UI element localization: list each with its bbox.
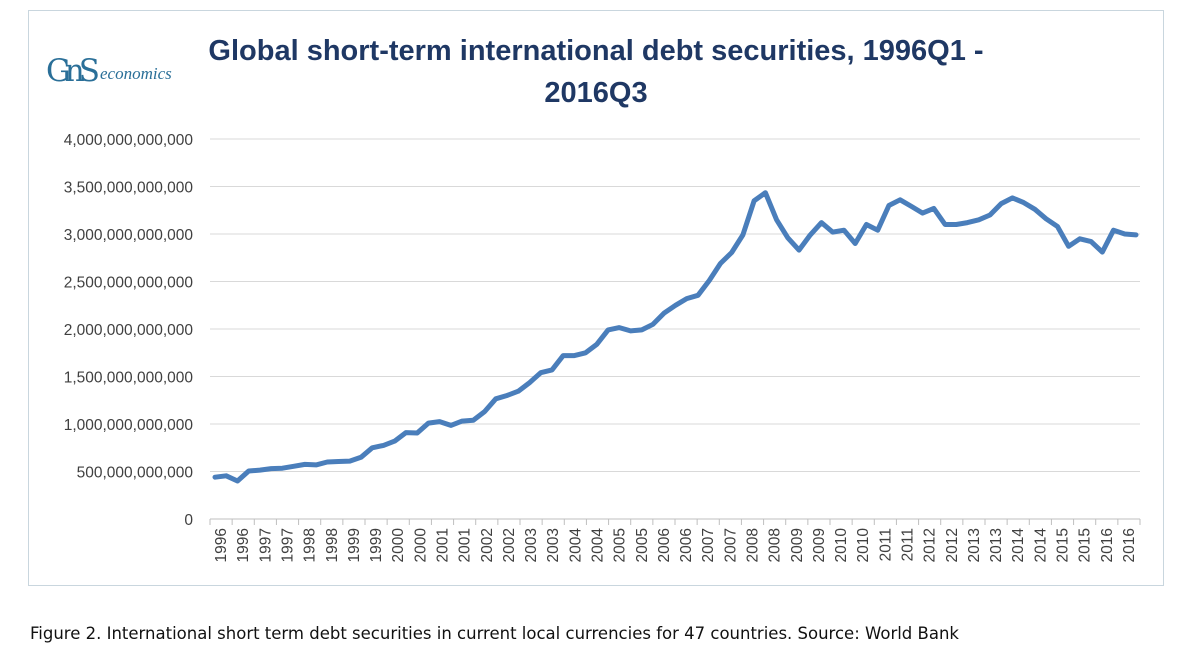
x-tick-label: 2010	[855, 528, 872, 563]
x-tick-label: 2003	[545, 528, 562, 562]
chart-frame	[28, 10, 1164, 586]
x-tick-label: 2012	[944, 528, 961, 562]
series-line	[212, 190, 1139, 484]
x-tick-label: 1999	[368, 528, 385, 562]
x-tick-label: 2011	[877, 528, 894, 561]
x-tick-label: 2001	[435, 528, 452, 562]
x-tick-label: 1998	[302, 528, 319, 562]
y-tick-label: 2,500,000,000,000	[64, 275, 194, 292]
x-tick-label: 2016	[1121, 528, 1138, 562]
x-tick-label: 1999	[346, 528, 363, 562]
y-tick-label: 3,000,000,000,000	[64, 227, 194, 244]
x-tick-label: 1997	[257, 528, 274, 562]
y-tick-label: 2,000,000,000,000	[64, 322, 194, 339]
x-tick-label: 2008	[767, 528, 784, 562]
gridlines	[210, 138, 1140, 472]
x-tick-labels: 1996 1996 1997 1997 1998 1998 1999 1999 2000 2000…	[213, 528, 1138, 563]
x-tick-label: 1996	[235, 528, 252, 562]
x-tick-label: 2004	[590, 528, 607, 563]
x-tick-label: 2013	[966, 528, 983, 562]
x-tick-label: 2006	[656, 528, 673, 562]
x-tick-label: 2001	[457, 528, 474, 562]
x-tick-label: 2007	[700, 528, 717, 562]
x-tick-label: 2016	[1099, 528, 1116, 562]
x-tick-label: 2015	[1077, 528, 1094, 562]
x-tick-label: 2005	[612, 528, 629, 562]
x-tick-label: 2000	[390, 528, 407, 563]
x-tick-label: 2009	[789, 528, 806, 562]
logo-mark: GnS	[46, 53, 100, 89]
x-tick-label: 2009	[811, 528, 828, 562]
x-tick-label: 2014	[1010, 528, 1027, 563]
chart-title-line-1: Global short-term international debt sec…	[208, 35, 983, 67]
x-tick-label: 2010	[833, 528, 850, 563]
figure-caption: Figure 2. International short term debt …	[30, 624, 959, 643]
x-tick-label: 2006	[678, 528, 695, 562]
y-tick-label: 1,500,000,000,000	[64, 370, 194, 387]
y-tick-label: 3,500,000,000,000	[64, 180, 194, 197]
gns-economics-logo: GnS economics	[46, 50, 186, 100]
chart-title-line-2: 2016Q3	[544, 77, 647, 109]
series-layer	[212, 190, 1139, 484]
x-tick-label: 2013	[988, 528, 1005, 562]
x-axis	[209, 518, 1141, 525]
y-tick-label: 500,000,000,000	[77, 465, 194, 482]
y-tick-labels: 0 500,000,000,000 1,000,000,000,000 1,500,0…	[64, 132, 194, 529]
x-tick-label: 2007	[722, 528, 739, 562]
x-tick-label: 1998	[324, 528, 341, 562]
x-tick-label: 1997	[280, 528, 297, 562]
x-tick-label: 2014	[1032, 528, 1049, 563]
y-tick-label: 1,000,000,000,000	[64, 417, 194, 434]
x-tick-label: 2011	[900, 528, 917, 561]
x-tick-label: 2012	[922, 528, 939, 562]
line-chart: Global short-term international debt sec…	[64, 35, 1141, 563]
y-tick-label: 0	[184, 512, 193, 529]
x-tick-label: 2000	[412, 528, 429, 563]
y-tick-label: 4,000,000,000,000	[64, 132, 194, 149]
x-tick-label: 2015	[1055, 528, 1072, 562]
x-tick-label: 2002	[479, 528, 496, 562]
x-tick-label: 2008	[745, 528, 762, 562]
logo-wordmark: economics	[100, 64, 172, 83]
x-tick-label: 1996	[213, 528, 230, 562]
x-tick-label: 2003	[523, 528, 540, 562]
x-tick-label: 2005	[634, 528, 651, 562]
x-tick-label: 2002	[501, 528, 518, 562]
x-tick-label: 2004	[567, 528, 584, 563]
